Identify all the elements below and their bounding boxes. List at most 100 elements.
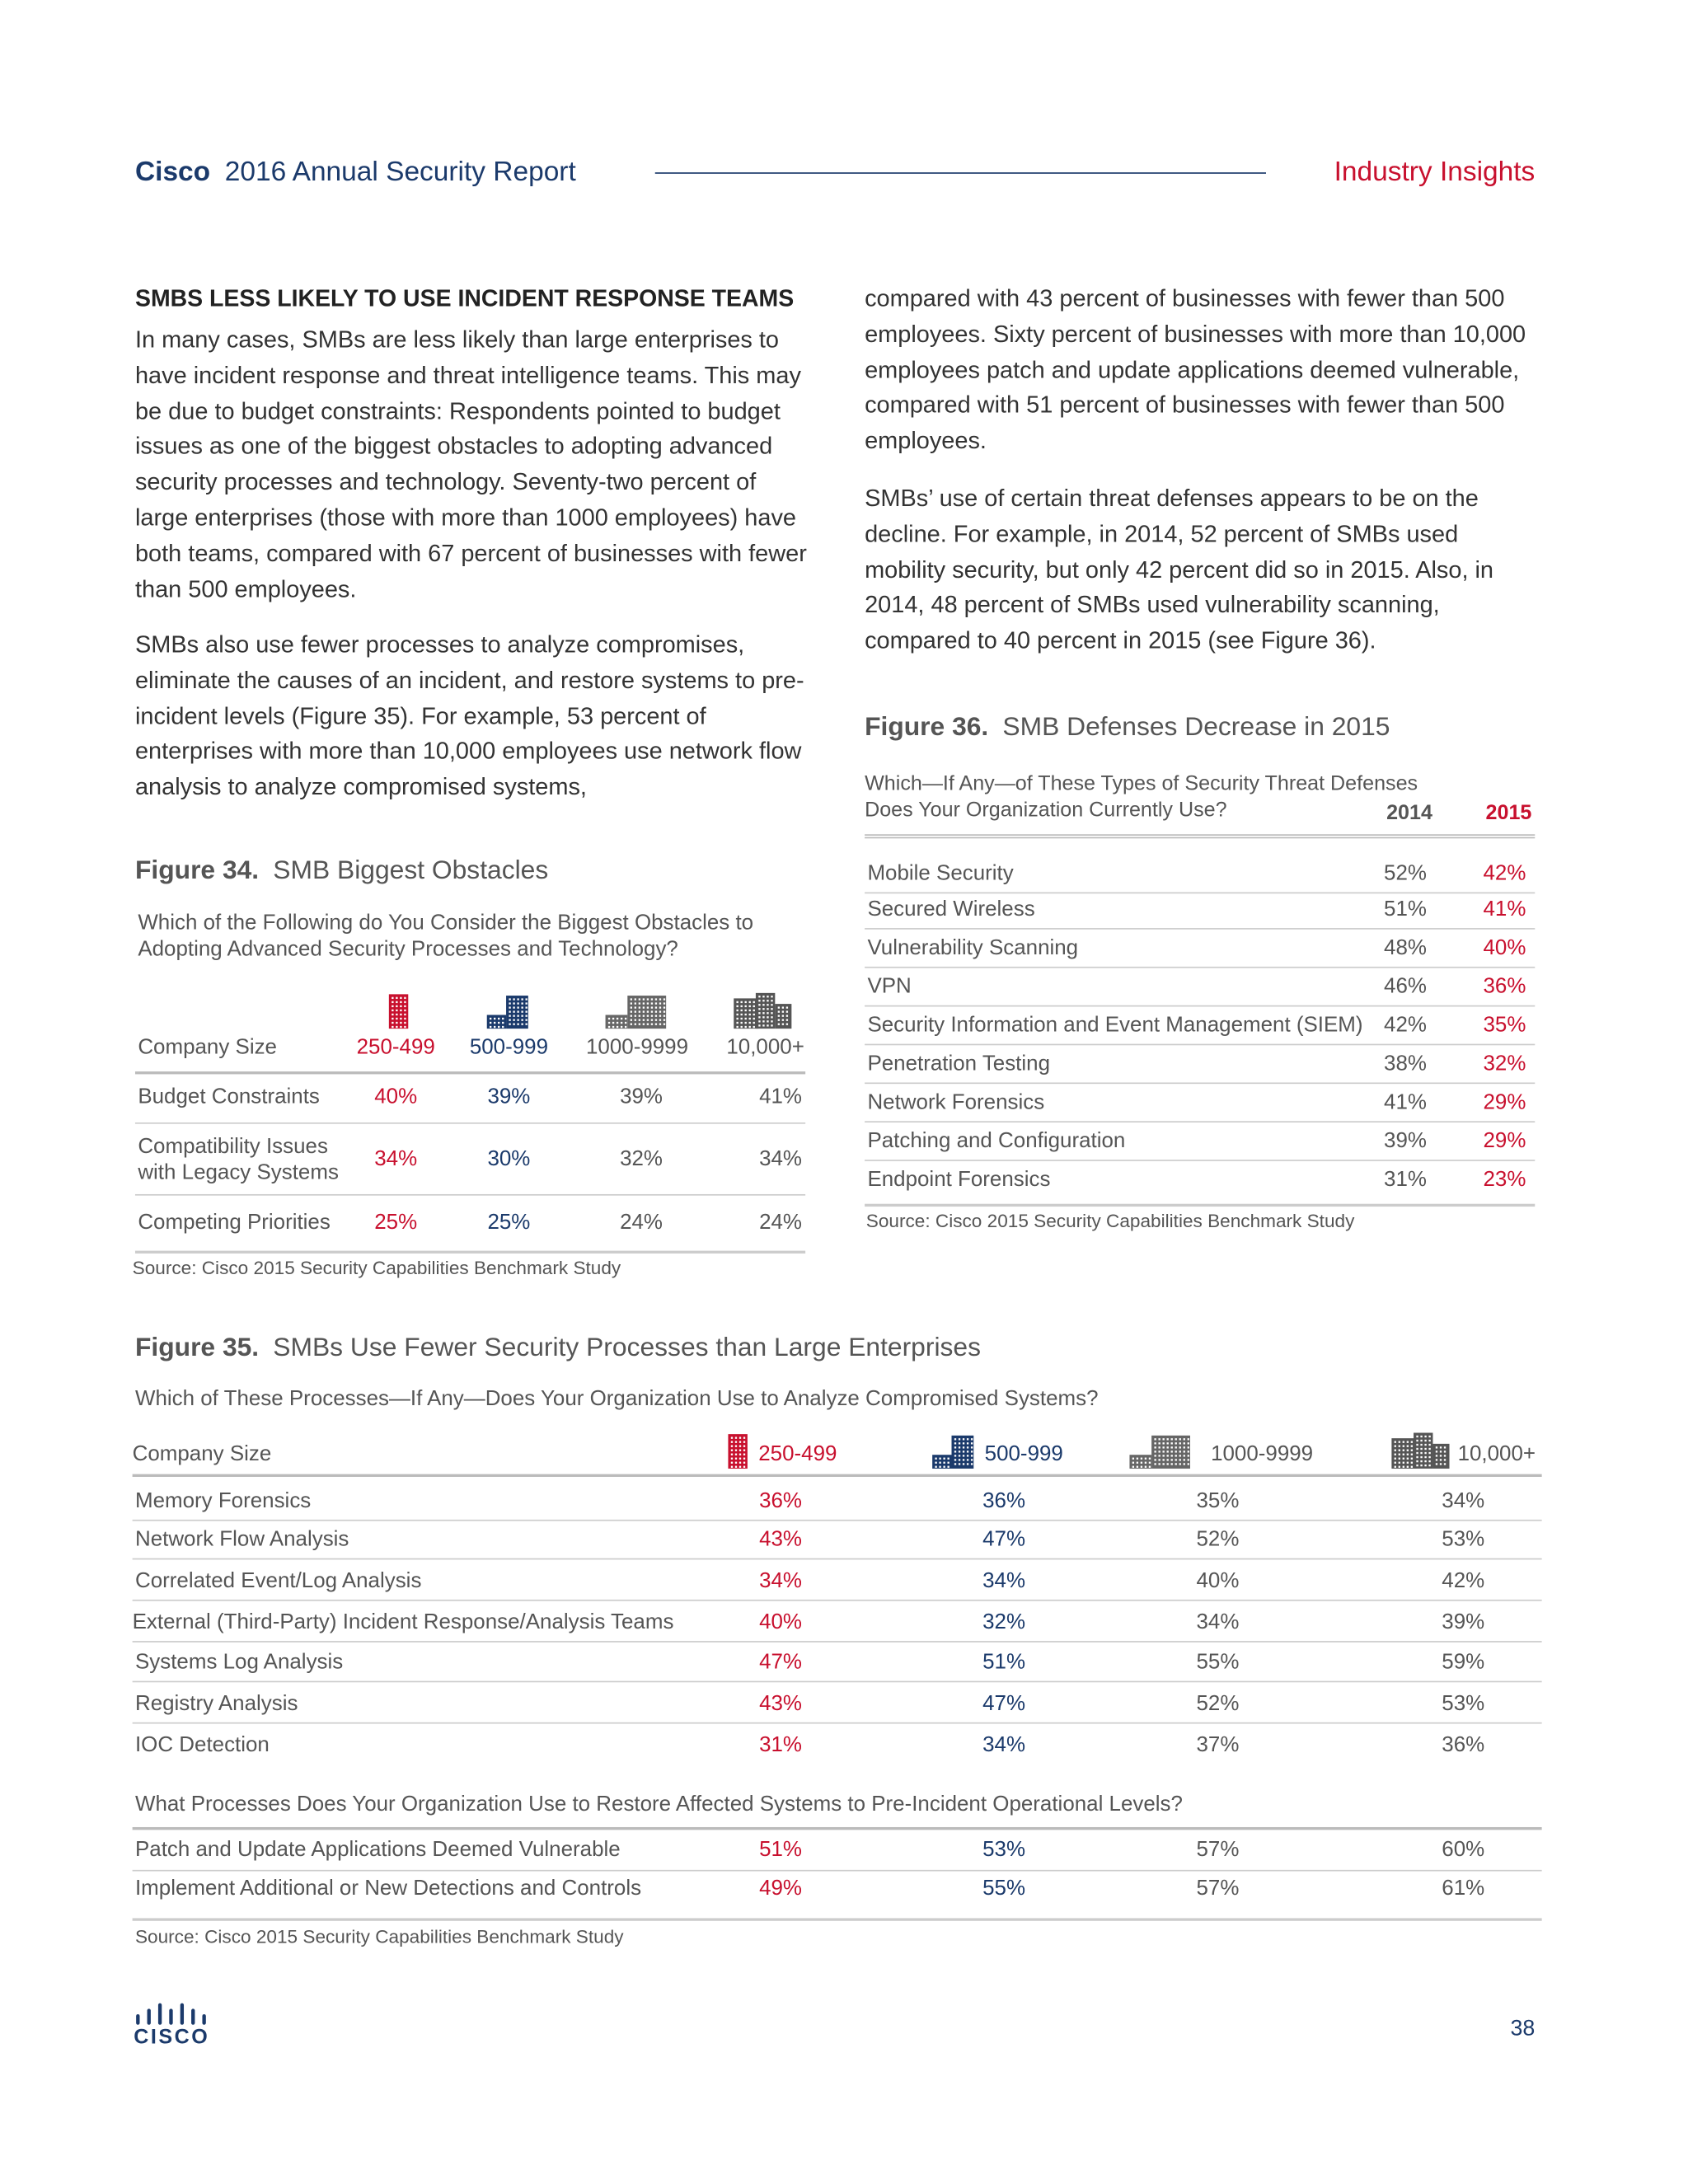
cell-value: 47% — [759, 1650, 802, 1675]
column-header: 500-999 — [469, 1035, 549, 1060]
table-rule — [132, 1722, 1542, 1724]
source: Source: Cisco 2015 Security Capabilities… — [865, 1211, 1355, 1232]
cell-value: 43% — [759, 1692, 802, 1716]
figure-title: SMBs Use Fewer Security Processes than L… — [273, 1333, 982, 1363]
figure-title: SMB Biggest Obstacles — [273, 856, 549, 886]
cell-value: 46% — [1384, 974, 1427, 999]
table-rule — [132, 1918, 1542, 1921]
cell-value: 40% — [1483, 936, 1526, 960]
cell-value: 35% — [1196, 1489, 1240, 1513]
table-rule — [865, 1005, 1536, 1007]
building-icon — [1129, 1435, 1190, 1469]
cell-value: 52% — [1384, 861, 1427, 886]
row-label: VPN — [867, 974, 912, 999]
cell-value: 32% — [1483, 1052, 1526, 1076]
cell-value: 24% — [759, 1211, 802, 1235]
logo-text: CISCO — [134, 2025, 210, 2050]
row-label: Network Flow Analysis — [134, 1527, 349, 1552]
report-title: 2016 Annual Security Report — [224, 157, 576, 188]
cell-value: 23% — [1483, 1168, 1526, 1192]
row-label: Secured Wireless — [867, 898, 1035, 921]
cell-value: 40% — [374, 1085, 418, 1109]
column-header: 1000-9999 — [1211, 1442, 1314, 1466]
source: Source: Cisco 2015 Security Capabilities… — [132, 1257, 621, 1279]
building-icon — [932, 1435, 974, 1469]
cell-value: 36% — [1442, 1733, 1485, 1757]
table-rule — [132, 1641, 1542, 1643]
cell-value: 49% — [759, 1877, 802, 1900]
row-label: Implement Additional or New Detections a… — [134, 1877, 642, 1900]
cell-value: 29% — [1483, 1090, 1526, 1114]
cell-value: 47% — [982, 1527, 1026, 1552]
cell-value: 40% — [1196, 1569, 1240, 1593]
table-rule — [132, 1680, 1542, 1683]
column-header: 2015 — [1485, 801, 1532, 825]
cell-value: 32% — [620, 1147, 663, 1171]
table-rule — [134, 1071, 806, 1075]
row-label: Patching and Configuration — [867, 1129, 1126, 1153]
cell-value: 36% — [759, 1489, 802, 1513]
building-icon — [734, 992, 792, 1029]
cell-value: 34% — [759, 1569, 802, 1593]
cell-value: 60% — [1442, 1838, 1485, 1862]
cell-value: 41% — [1384, 1090, 1427, 1114]
row-label: Mobile Security — [867, 861, 1014, 886]
row-label: Budget Constraints — [138, 1085, 320, 1109]
cell-value: 55% — [1196, 1650, 1240, 1675]
cell-value: 24% — [620, 1211, 663, 1235]
cell-value: 52% — [1196, 1527, 1240, 1552]
column-header: 2014 — [1386, 801, 1432, 825]
cell-value: 52% — [1196, 1692, 1240, 1716]
table-rule — [865, 928, 1536, 930]
cell-value: 34% — [982, 1569, 1026, 1593]
section-heading: SMBS LESS LIKELY TO USE INCIDENT RESPONS… — [134, 285, 795, 312]
header-rule — [654, 172, 1266, 174]
cell-value: 57% — [1196, 1838, 1240, 1862]
row-label: Memory Forensics — [134, 1489, 312, 1513]
cell-value: 53% — [982, 1838, 1026, 1862]
page-number: 38 — [1510, 2017, 1536, 2041]
cell-value: 37% — [1196, 1733, 1240, 1757]
table-rule — [132, 1869, 1542, 1872]
cell-value: 47% — [982, 1692, 1026, 1716]
cell-value: 51% — [982, 1650, 1026, 1675]
cell-value: 34% — [1442, 1489, 1485, 1513]
paragraph: compared with 43 percent of businesses w… — [865, 284, 1526, 454]
cell-value: 55% — [982, 1877, 1026, 1900]
cell-value: 40% — [759, 1610, 802, 1634]
table-rule — [865, 1160, 1536, 1161]
cell-value: 31% — [759, 1733, 802, 1757]
row-label: Compatibility Issues with Legacy Systems — [138, 1135, 339, 1185]
cell-value: 34% — [759, 1147, 802, 1171]
cell-value: 39% — [1384, 1129, 1427, 1153]
building-icon — [486, 996, 528, 1029]
cell-value: 36% — [1483, 974, 1526, 999]
table-rule — [134, 1193, 806, 1196]
cell-value: 36% — [982, 1489, 1026, 1513]
cell-value: 51% — [759, 1838, 802, 1862]
cell-value: 42% — [1442, 1569, 1485, 1593]
column-header: 250-499 — [356, 1035, 435, 1060]
paragraph: SMBs’ use of certain threat defenses app… — [865, 484, 1494, 654]
table-rule — [132, 1474, 1542, 1477]
cell-value: 32% — [982, 1610, 1026, 1634]
column-header: 10,000+ — [726, 1035, 804, 1060]
building-icon — [605, 996, 667, 1029]
table-rule — [865, 1043, 1536, 1046]
figure-label: Figure 36. — [865, 713, 989, 743]
cell-value: 53% — [1442, 1692, 1485, 1716]
cell-value: 53% — [1442, 1527, 1485, 1552]
row-label: Vulnerability Scanning — [867, 936, 1079, 960]
column-header: 1000-9999 — [586, 1035, 689, 1060]
row-label: Network Forensics — [867, 1090, 1045, 1114]
table-rule — [865, 1082, 1536, 1085]
row-label: Penetration Testing — [867, 1052, 1051, 1076]
row-label: Endpoint Forensics — [867, 1168, 1051, 1192]
figure-title: SMB Defenses Decrease in 2015 — [1002, 713, 1390, 743]
cell-value: 39% — [1442, 1610, 1485, 1634]
cell-value: 43% — [759, 1527, 802, 1552]
cell-value: 25% — [374, 1211, 418, 1235]
cell-value: 59% — [1442, 1650, 1485, 1675]
cell-value: 31% — [1384, 1168, 1427, 1192]
